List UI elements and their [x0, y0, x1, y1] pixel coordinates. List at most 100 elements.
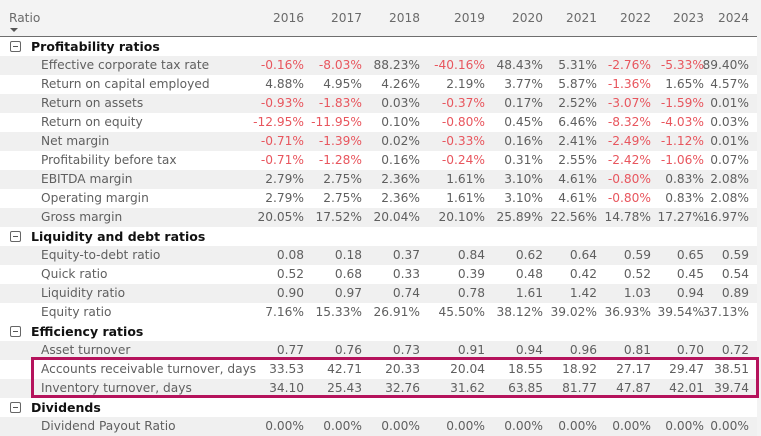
cell-value: 0.16% — [381, 153, 420, 167]
cell-value: 0.31% — [504, 153, 543, 167]
column-header-year[interactable]: 2017 — [330, 11, 362, 25]
cell-value: -0.33% — [441, 134, 485, 148]
collapse-minus-icon[interactable] — [10, 231, 21, 242]
cell-value: 2.52% — [558, 96, 597, 110]
collapse-minus-icon[interactable] — [10, 402, 21, 413]
cell-value: 18.92 — [562, 362, 597, 376]
cell-value: 0.42 — [569, 267, 597, 281]
collapse-minus-icon[interactable] — [10, 326, 21, 337]
cell-value: 1.42 — [569, 286, 597, 300]
cell-value: 0.01% — [710, 134, 749, 148]
cell-value: 88.23% — [373, 58, 420, 72]
cell-value: -0.93% — [260, 96, 304, 110]
cell-value: -1.39% — [318, 134, 362, 148]
cell-value: 0.97 — [334, 286, 362, 300]
cell-value: 2.79% — [265, 191, 304, 205]
row-label: Return on assets — [41, 96, 144, 110]
column-header-year[interactable]: 2024 — [717, 11, 749, 25]
cell-value: 0.90 — [276, 286, 304, 300]
row-label: Return on capital employed — [41, 77, 210, 91]
cell-value: 0.74 — [392, 286, 420, 300]
cell-value: 89.40% — [702, 58, 749, 72]
cell-value: 0.02% — [381, 134, 420, 148]
cell-value: -12.95% — [253, 115, 304, 129]
cell-value: 2.36% — [381, 191, 420, 205]
cell-value: 0.00% — [710, 419, 749, 433]
cell-value: 0.08 — [276, 248, 304, 262]
column-header-year[interactable]: 2018 — [388, 11, 420, 25]
cell-value: 0.54 — [721, 267, 749, 281]
cell-value: 3.10% — [504, 172, 543, 186]
column-header-year[interactable]: 2016 — [272, 11, 304, 25]
cell-value: -2.42% — [607, 153, 651, 167]
cell-value: 0.48 — [515, 267, 543, 281]
cell-value: 0.33 — [392, 267, 420, 281]
row-label: Quick ratio — [41, 267, 108, 281]
table-row: Equity-to-debt ratio 0.08 0.18 0.37 0.84 0.62… — [0, 246, 757, 265]
cell-value: 48.43% — [496, 58, 543, 72]
cell-value: -0.80% — [607, 172, 651, 186]
cell-value: 15.33% — [315, 305, 362, 319]
cell-value: -1.06% — [660, 153, 704, 167]
cell-value: 0.81 — [623, 343, 651, 357]
group-row: Profitability ratios — [0, 37, 757, 56]
cell-value: 0.18 — [334, 248, 362, 262]
column-header-year[interactable]: 2020 — [511, 11, 543, 25]
table-row: Equity ratio 7.16% 15.33% 26.91% 45.50% 38.12… — [0, 303, 757, 322]
cell-value: -5.33% — [660, 58, 704, 72]
column-header-year[interactable]: 2022 — [619, 11, 651, 25]
cell-value: 42.71 — [327, 362, 362, 376]
cell-value: 0.03% — [710, 115, 749, 129]
cell-value: -1.12% — [660, 134, 704, 148]
cell-value: 33.53 — [269, 362, 304, 376]
cell-value: 5.87% — [558, 77, 597, 91]
cell-value: 1.61% — [446, 172, 485, 186]
cell-value: 0.83% — [665, 191, 704, 205]
row-label: Operating margin — [41, 191, 149, 205]
cell-value: 18.55 — [508, 362, 543, 376]
column-header-year[interactable]: 2023 — [672, 11, 704, 25]
row-label: Inventory turnover, days — [41, 381, 192, 395]
cell-value: -0.80% — [441, 115, 485, 129]
row-label: Profitability before tax — [41, 153, 177, 167]
cell-value: 0.00% — [323, 419, 362, 433]
row-label: Accounts receivable turnover, days — [41, 362, 257, 376]
cell-value: 2.19% — [446, 77, 485, 91]
column-header-ratio[interactable]: Ratio — [9, 11, 41, 25]
cell-value: 0.00% — [265, 419, 304, 433]
cell-value: -1.59% — [660, 96, 704, 110]
cell-value: -8.32% — [607, 115, 651, 129]
cell-value: 0.94 — [515, 343, 543, 357]
cell-value: 17.52% — [315, 210, 362, 224]
cell-value: 0.45 — [676, 267, 704, 281]
cell-value: -4.03% — [660, 115, 704, 129]
cell-value: 2.36% — [381, 172, 420, 186]
cell-value: 0.10% — [381, 115, 420, 129]
cell-value: 2.79% — [265, 172, 304, 186]
row-label: Asset turnover — [41, 343, 131, 357]
group-label: Liquidity and debt ratios — [31, 229, 206, 244]
cell-value: 2.75% — [323, 191, 362, 205]
cell-value: 20.04% — [373, 210, 420, 224]
cell-value: 45.50% — [438, 305, 485, 319]
cell-value: 39.02% — [550, 305, 597, 319]
cell-value: 14.78% — [604, 210, 651, 224]
cell-value: 0.70 — [676, 343, 704, 357]
sort-descending-icon[interactable] — [10, 28, 18, 32]
row-label: Equity ratio — [41, 305, 112, 319]
cell-value: 0.00% — [665, 419, 704, 433]
cell-value: 25.43 — [327, 381, 362, 395]
cell-value: 39.74 — [714, 381, 749, 395]
column-header-year[interactable]: 2019 — [453, 11, 485, 25]
cell-value: 2.55% — [558, 153, 597, 167]
row-label: Equity-to-debt ratio — [41, 248, 161, 262]
table-row: EBITDA margin 2.79% 2.75% 2.36% 1.61% 3.10% 4.… — [0, 170, 757, 189]
cell-value: 0.00% — [504, 419, 543, 433]
collapse-minus-icon[interactable] — [10, 41, 21, 52]
cell-value: 34.10 — [269, 381, 304, 395]
table-row: Profitability before tax -0.71% -1.28% 0.16… — [0, 151, 757, 170]
table-row: Return on assets -0.93% -1.83% 0.03% -0.37% 0… — [0, 94, 757, 113]
row-label: Liquidity ratio — [41, 286, 126, 300]
row-label: Dividend Payout Ratio — [41, 419, 176, 433]
column-header-year[interactable]: 2021 — [565, 11, 597, 25]
